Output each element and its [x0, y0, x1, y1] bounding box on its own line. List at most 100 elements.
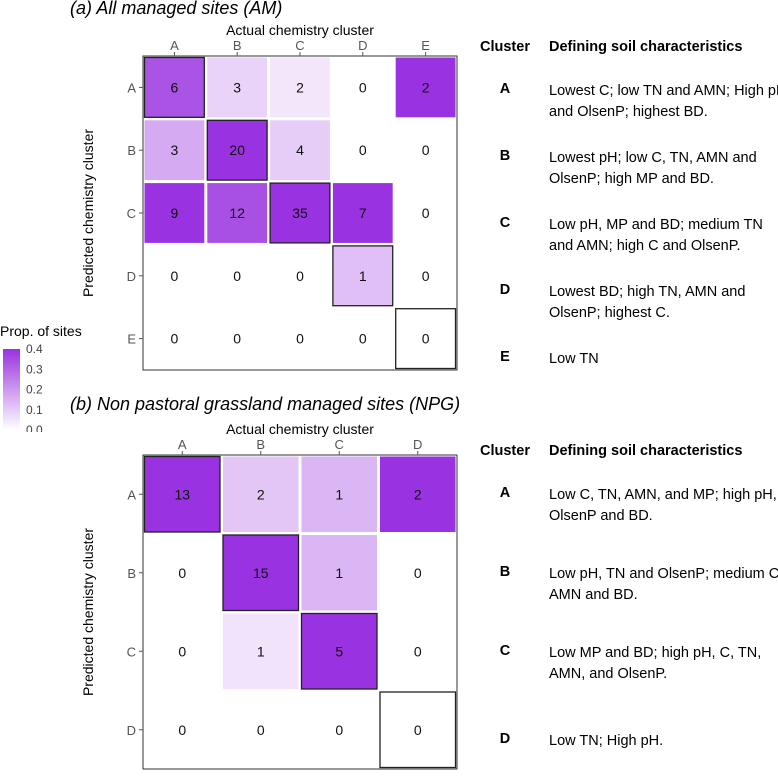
- heatmap-cell: [223, 692, 299, 768]
- heatmap-cell: [144, 57, 205, 118]
- table-b-row-text: Low pH, TN and OlsenP; medium C, AMN and…: [549, 566, 778, 603]
- heatmap-cell: [144, 120, 205, 181]
- x-tick-label: C: [295, 38, 304, 53]
- heatmap-cell: [301, 613, 377, 689]
- heatmap-cell: [332, 120, 393, 181]
- cell-value: 35: [292, 205, 308, 221]
- diagonal-cell-outline: [143, 455, 221, 533]
- table-b-header-cluster: Cluster: [480, 443, 530, 459]
- cell-value: 12: [229, 205, 245, 221]
- heatmap-cell: [380, 692, 456, 768]
- table-a-row-text: Lowest C; low TN and AMN; High pH and Ol…: [549, 83, 778, 120]
- cell-value: 7: [359, 205, 367, 221]
- heatmap-cell: [332, 308, 393, 369]
- cell-value: 6: [171, 79, 179, 95]
- y-tick-label: D: [127, 723, 136, 738]
- heatmap-cell: [395, 308, 456, 369]
- heatmap-cell: [144, 535, 220, 611]
- table-a-row-cluster: A: [499, 81, 511, 97]
- heatmap-cell: [395, 183, 456, 243]
- table-a-row-cluster: B: [499, 148, 511, 164]
- heatmap-cell: [223, 535, 299, 611]
- x-tick-label: A: [178, 437, 187, 452]
- cell-value: 0: [422, 142, 430, 158]
- cell-value: 1: [359, 268, 367, 284]
- table-b-row-cluster: D: [499, 731, 511, 747]
- y-tick-label: A: [127, 80, 136, 95]
- panel-a-title: (a) All managed sites (AM): [70, 0, 283, 18]
- table-a-header-characteristics: Defining soil characteristics: [549, 39, 743, 55]
- cell-value: 2: [257, 486, 265, 502]
- heatmap-cell: [207, 308, 268, 369]
- legend-title: Prop. of sites: [0, 323, 82, 339]
- x-tick-label: B: [233, 38, 242, 53]
- table-b-row-cluster: A: [499, 485, 511, 501]
- table-a-row-text: Low pH, MP and BD; medium TN and AMN; hi…: [549, 217, 763, 254]
- table-b-row-text: Low TN; High pH.: [549, 733, 664, 749]
- heatmap-cell: [144, 613, 220, 689]
- cell-value: 1: [335, 565, 343, 581]
- cell-value: 9: [171, 205, 179, 221]
- heatmap-cell: [380, 613, 456, 689]
- x-tick-label: B: [256, 437, 265, 452]
- diagonal-cell-outline: [379, 691, 457, 769]
- table-a-row-cluster: D: [499, 282, 511, 298]
- y-tick-label: D: [127, 269, 136, 284]
- cell-value: 0: [257, 722, 265, 738]
- table-a-row-text: Lowest BD; high TN, AMN and OlsenP; high…: [549, 284, 746, 321]
- heatmap-cell: [332, 183, 393, 243]
- legend-tick-label: 0.2: [26, 383, 43, 397]
- cell-value: 0: [422, 331, 430, 347]
- heatmap-cell: [395, 57, 456, 118]
- cell-value: 0: [171, 331, 179, 347]
- y-tick-label: C: [127, 206, 136, 221]
- heatmap-cell: [223, 456, 299, 532]
- heatmap-cell: [144, 456, 220, 532]
- heatmap-cell: [144, 308, 205, 369]
- cell-value: 1: [257, 643, 265, 659]
- y-tick-label: B: [127, 566, 136, 581]
- cell-value: 0: [422, 205, 430, 221]
- heatmap-cell: [270, 120, 330, 181]
- diagonal-cell-outline: [269, 182, 331, 244]
- cell-value: 0: [233, 331, 241, 347]
- heatmap-a: 6 3 2 0 23 20 4 0 09 12 35 7 00 0 0 1 00 0 0 0 0A B C D EABCDEAc…: [80, 22, 458, 371]
- cell-value: 0: [178, 565, 186, 581]
- heatmap-cell: [144, 692, 220, 768]
- heatmap-cell: [223, 613, 299, 689]
- cell-value: 2: [414, 486, 422, 502]
- cell-value: 0: [233, 268, 241, 284]
- plot-border: [142, 454, 458, 770]
- cell-value: 0: [335, 722, 343, 738]
- heatmap-cell: [395, 120, 456, 181]
- x-tick-label: D: [358, 38, 367, 53]
- heatmap-cell: [144, 245, 205, 306]
- cell-value: 3: [171, 142, 179, 158]
- heatmap-cell: [380, 456, 456, 532]
- legend-tick-label: 0.0: [26, 423, 43, 432]
- cell-value: 20: [229, 142, 245, 158]
- cell-value: 0: [178, 722, 186, 738]
- heatmap-cell: [301, 535, 377, 611]
- heatmap-cell: [332, 245, 393, 306]
- x-tick-label: A: [170, 38, 179, 53]
- diagonal-cell-outline: [332, 245, 394, 307]
- x-tick-label: C: [335, 437, 344, 452]
- heatmap-cell: [144, 183, 205, 243]
- table-a-row-text: Low TN: [549, 351, 599, 367]
- heatmap-cell: [207, 183, 268, 243]
- x-axis-title: Actual chemistry cluster: [226, 22, 374, 38]
- cell-value: 3: [233, 79, 241, 95]
- heatmap-cell: [207, 57, 268, 118]
- heatmap-cell: [301, 456, 377, 532]
- heatmap-cell: [301, 692, 377, 768]
- cell-value: 2: [422, 79, 430, 95]
- cell-value: 0: [359, 331, 367, 347]
- diagonal-cell-outline: [395, 308, 457, 370]
- cell-value: 0: [359, 79, 367, 95]
- table-a-header-cluster: Cluster: [480, 39, 530, 55]
- cell-value: 0: [296, 268, 304, 284]
- color-legend: Prop. of sites 0.4 0.3 0.2 0.1 0.0: [0, 323, 82, 432]
- legend-colorbar: [3, 349, 20, 430]
- cell-value: 0: [414, 565, 422, 581]
